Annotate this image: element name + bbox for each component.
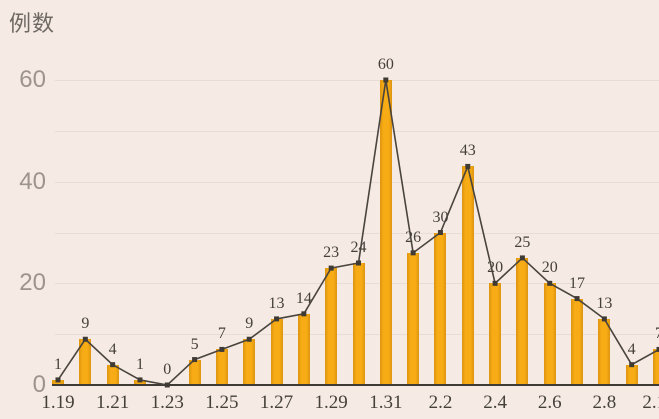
bar (106, 364, 119, 384)
y-tick-label: 20 (19, 269, 46, 297)
x-tick-label: 2.10 (642, 392, 659, 413)
bar (625, 364, 638, 384)
x-tick-label: 2.2 (428, 392, 453, 413)
bar (243, 339, 256, 384)
value-label: 9 (245, 315, 254, 333)
x-tick-label: 1.21 (96, 392, 130, 413)
value-label: 24 (350, 239, 367, 256)
value-label: 23 (323, 244, 340, 262)
x-tick-label: 2.6 (537, 392, 562, 413)
chart-title: 例数 (9, 11, 56, 36)
value-label: 20 (541, 259, 558, 277)
value-label: 30 (432, 208, 449, 226)
bar (598, 318, 611, 384)
value-label: 60 (377, 56, 394, 73)
value-label: 5 (190, 335, 199, 353)
gridline (55, 80, 659, 81)
gridline (55, 130, 659, 132)
value-label: 25 (514, 233, 531, 251)
bar (188, 359, 201, 384)
bar (407, 252, 420, 384)
bar (653, 349, 659, 384)
value-label: 1 (54, 355, 62, 373)
bar (325, 268, 338, 384)
bar (543, 283, 556, 384)
value-label: 43 (459, 142, 476, 160)
value-label: 4 (627, 340, 636, 358)
value-label: 20 (487, 259, 504, 277)
value-label: 26 (405, 228, 422, 246)
value-label: 13 (268, 294, 285, 312)
value-label: 14 (295, 289, 312, 307)
value-label: 17 (569, 274, 586, 292)
value-label: 1 (135, 355, 144, 373)
y-tick-label: 60 (19, 66, 46, 93)
bar (270, 318, 283, 384)
value-label: 4 (108, 340, 117, 358)
y-tick-label: 0 (32, 371, 46, 398)
y-tick-label: 40 (19, 167, 46, 195)
x-tick-label: 1.25 (205, 392, 239, 413)
x-tick-label: 1.23 (150, 392, 184, 413)
bar (571, 298, 584, 384)
bar (489, 283, 502, 384)
x-tick-label: 2.8 (592, 392, 617, 413)
x-tick-label: 1.27 (259, 392, 294, 413)
x-axis-line (52, 384, 659, 386)
bar (297, 313, 310, 384)
x-tick-label: 1.29 (314, 392, 348, 413)
gridline (55, 181, 659, 183)
value-label: 0 (163, 361, 172, 378)
bar (79, 339, 92, 384)
value-label: 7 (655, 325, 659, 343)
bar (133, 379, 146, 384)
value-label: 13 (596, 294, 613, 312)
bar (352, 263, 365, 384)
bar (52, 379, 64, 384)
bar (516, 257, 529, 384)
bar (215, 349, 228, 384)
bar (434, 232, 447, 384)
value-label: 9 (81, 315, 90, 333)
x-tick-label: 1.19 (41, 392, 75, 413)
value-label: 7 (217, 325, 226, 343)
x-tick-label: 1.31 (369, 392, 403, 413)
gridline (55, 232, 659, 234)
bar (461, 166, 474, 384)
x-tick-label: 2.4 (483, 392, 507, 413)
bar (379, 80, 392, 384)
